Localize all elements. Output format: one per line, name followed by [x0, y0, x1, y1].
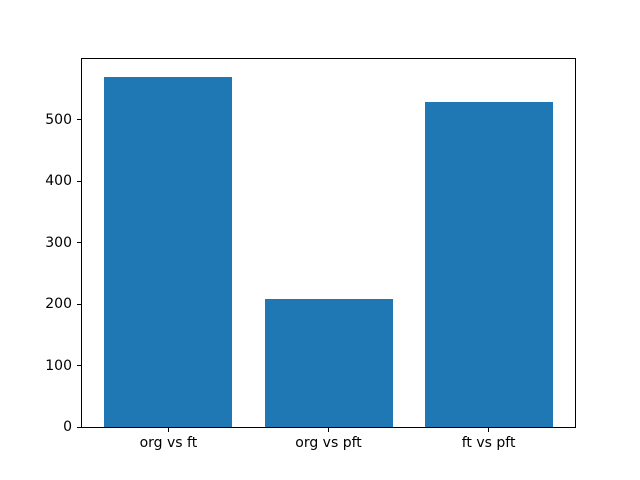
bar-org-vs-pft — [264, 299, 393, 427]
bar-ft-vs-pft — [424, 102, 553, 427]
y-tick-label: 300 — [45, 234, 72, 251]
x-tick-label: org vs ft — [139, 435, 198, 451]
y-tick-mark — [77, 303, 81, 305]
x-tick-mark — [167, 428, 169, 432]
x-tick-label: org vs pft — [295, 435, 362, 451]
y-tick-mark — [77, 180, 81, 182]
y-tick-label: 400 — [45, 173, 72, 190]
y-tick-label: 100 — [45, 357, 72, 374]
x-tick-mark — [328, 428, 329, 432]
bar-org-vs-ft — [104, 76, 233, 427]
y-tick-mark — [77, 242, 81, 243]
y-tick-label: 500 — [45, 111, 72, 128]
y-tick-mark — [77, 119, 81, 121]
y-tick-mark — [77, 365, 81, 366]
x-tick-mark — [488, 428, 490, 432]
plot-area: 0 100 200 300 400 500 org vs ft org vs pft ft vs… — [45, 58, 576, 451]
y-tick-label: 0 — [63, 419, 72, 435]
y-tick-mark — [77, 426, 81, 428]
x-tick-label: ft vs pft — [461, 435, 516, 451]
y-tick-label: 200 — [45, 296, 72, 312]
